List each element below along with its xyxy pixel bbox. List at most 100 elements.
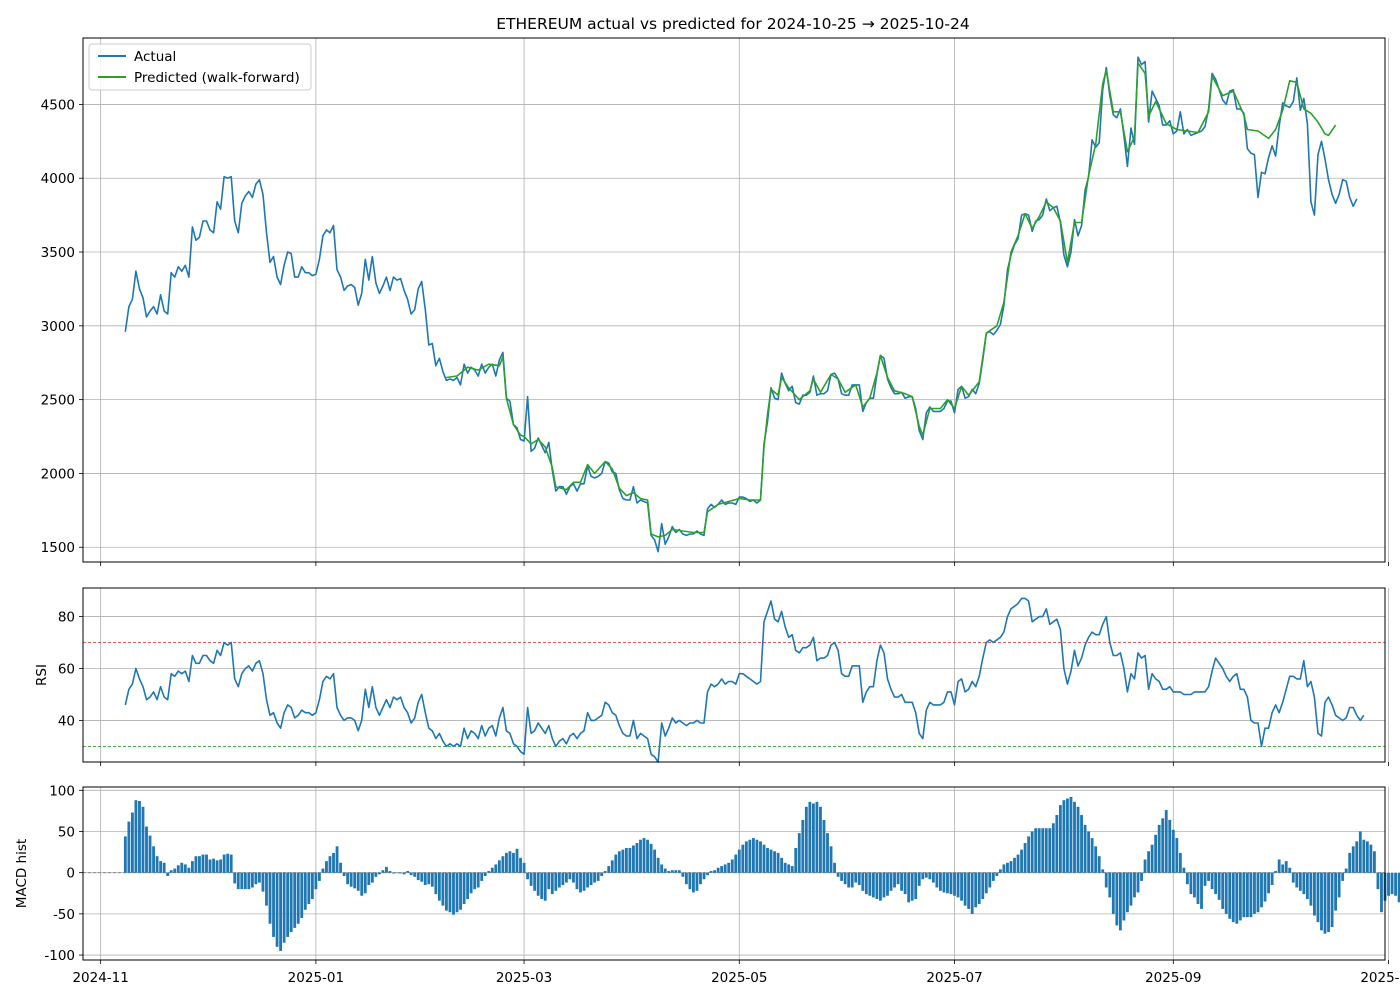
macd-bar [268,872,272,924]
macd-bar [617,851,621,873]
macd-bar [399,872,402,874]
price-panel: 1500 2000 2500 3000 3500 4000 4500 [41,37,1389,566]
macd-bar [508,851,512,873]
macd-bar [427,872,431,885]
macd-bar [910,872,914,901]
chart-title: ETHEREUM actual vs predicted for 2024-10… [496,15,969,33]
macd-bar [476,872,480,888]
macd-bar [1058,805,1062,873]
x-tick-label: 2025-09 [1145,970,1201,986]
macd-bar [123,836,127,873]
macd-bar [1171,829,1175,873]
macd-bar [145,826,148,873]
macd-bar [1228,872,1232,919]
macd-bar [582,872,586,891]
y-tick-label: 60 [58,662,75,678]
macd-bar [850,872,854,888]
macd-bar [1341,872,1345,881]
macd-bar [561,872,565,886]
macd-bar [946,872,949,894]
macd-bar [822,819,826,873]
macd-bar [1136,872,1140,893]
y-tick-label: 4000 [41,171,75,187]
macd-bar [395,872,399,874]
macd-bar [1034,828,1038,873]
macd-bar [833,862,836,873]
macd-bar [854,872,858,883]
macd-bar [720,866,724,873]
macd-bar [797,833,801,873]
macd-bar [624,847,628,873]
macd-bar [1253,872,1256,914]
macd-bar [1362,839,1366,873]
macd-bar [215,860,219,873]
macd-bar [226,853,230,873]
macd-bar [766,847,769,873]
macd-bar [420,872,424,882]
macd-bar [642,838,646,873]
macd-bar [759,841,762,873]
macd-bar [1210,872,1214,890]
macd-bar [826,833,829,873]
macd-bar [900,872,904,891]
macd-bar [1295,872,1299,888]
macd-bar [1214,872,1218,895]
macd-bar [550,872,554,895]
macd-bar [1200,872,1203,909]
macd-bar [889,872,893,891]
macd-bar [790,866,794,873]
y-tick-label: 2000 [41,466,75,482]
macd-bar [1147,851,1151,873]
y-tick-label: 80 [58,610,75,626]
macd-bar [681,872,685,877]
macd-bar [977,872,981,904]
axes-frame [82,37,1386,563]
macd-bar [783,862,787,873]
macd-bar [176,865,180,873]
y-axis-label: MACD hist [14,839,30,908]
macd-bar [903,872,907,895]
macd-bar [1157,824,1161,873]
macd-bar [205,854,208,873]
macd-bar [744,841,748,873]
macd-bar [300,872,304,918]
macd-bar [1006,862,1009,873]
macd-bar [247,872,251,890]
macd-bar [1140,872,1143,881]
macd-bar [1087,831,1091,873]
macd-bar [1122,872,1126,921]
x-tick-label: 2025-07 [926,970,982,986]
y-tick-label: -100 [44,948,75,964]
macd-bar [1380,872,1383,913]
macd-bar [543,872,547,901]
macd-bar [1284,861,1288,873]
macd-bar [1002,864,1006,873]
macd-bar [741,844,745,873]
macd-bar [737,849,741,873]
macd-bar [794,847,798,873]
macd-bar [953,872,956,896]
macd-bar [688,872,692,890]
macd-bar [303,872,307,910]
macd-bar [1185,872,1189,885]
macd-bar [646,839,649,873]
macd-bar [1291,872,1295,883]
legend: Actual Predicted (walk-forward) [88,43,312,91]
macd-bar [1009,861,1013,873]
macd-bar [917,872,921,886]
macd-bar [1305,872,1309,900]
macd-bar [1256,872,1260,913]
macd-bar [801,819,805,873]
macd-bar [250,872,254,888]
macd-bar [497,860,501,873]
macd-bar [967,872,971,909]
macd-bar [1150,844,1154,873]
macd-bar [709,871,713,873]
macd-bar [374,872,378,877]
macd-bar [1267,872,1270,894]
macd-bar [1288,867,1292,873]
macd-bar [730,859,734,873]
macd-bar [995,872,999,876]
macd-bar [1193,872,1196,898]
macd-bar [787,864,791,873]
